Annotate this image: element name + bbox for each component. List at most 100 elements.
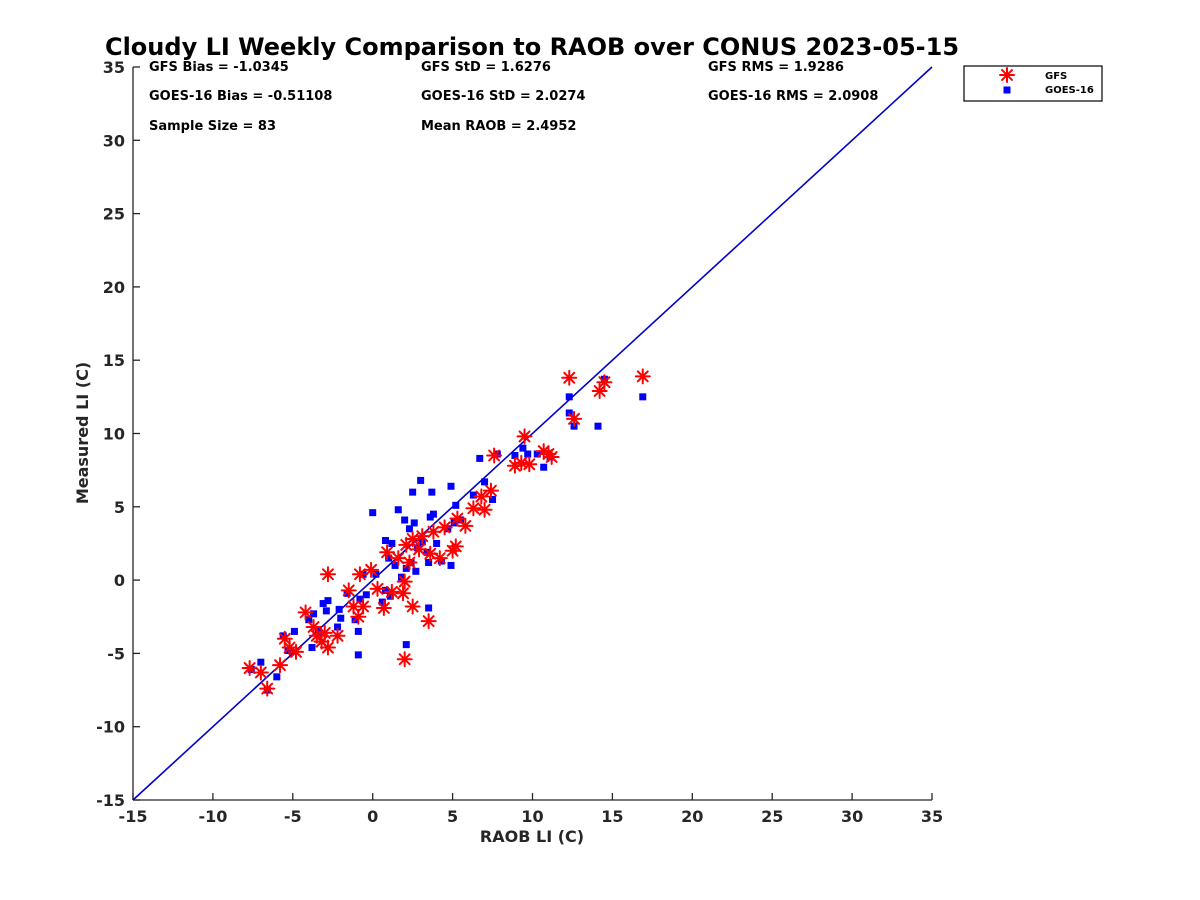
goes16-point xyxy=(337,614,345,622)
goes16-point xyxy=(429,510,437,518)
goes16-point xyxy=(433,539,441,547)
goes16-point xyxy=(639,393,647,401)
series-gfs xyxy=(241,368,651,697)
goes16-point xyxy=(385,554,393,562)
x-tick-label: 35 xyxy=(921,807,943,826)
goes16-point xyxy=(452,501,460,509)
gfs-point xyxy=(340,582,357,599)
gfs-point xyxy=(319,639,336,656)
asterisk-stroke xyxy=(365,563,378,576)
asterisk-stroke xyxy=(347,600,360,613)
stat-goes-bias: GOES-16 Bias = -0.51108 xyxy=(149,89,332,104)
x-axis-label: RAOB LI (C) xyxy=(480,827,584,846)
asterisk-stroke xyxy=(413,543,425,556)
gfs-point xyxy=(634,368,651,385)
gfs-point xyxy=(241,660,258,677)
y-tick-label: -5 xyxy=(107,644,125,663)
goes16-point xyxy=(410,519,418,527)
goes16-point xyxy=(519,444,527,452)
gfs-point xyxy=(436,519,453,536)
legend-gfs-asterisk-marker xyxy=(999,67,1015,83)
gfs-point xyxy=(316,624,333,641)
x-tick-label: -15 xyxy=(119,807,148,826)
goes16-point xyxy=(401,516,409,524)
y-tick-label: 0 xyxy=(114,571,125,590)
chart-title: Cloudy LI Weekly Comparison to RAOB over… xyxy=(105,33,959,61)
goes16-point xyxy=(428,488,436,496)
goes16-point xyxy=(388,539,396,547)
gfs-point xyxy=(297,604,314,621)
x-tick-label: -10 xyxy=(198,807,227,826)
gfs-point xyxy=(259,680,276,697)
goes16-point xyxy=(322,607,330,615)
asterisk-stroke xyxy=(278,632,291,645)
y-axis-label: Measured LI (C) xyxy=(73,362,92,504)
gfs-point xyxy=(431,550,448,567)
gfs-point xyxy=(369,580,386,597)
stat-mean-raob: Mean RAOB = 2.4952 xyxy=(421,119,576,134)
goes16-point xyxy=(394,506,402,514)
y-tick-label: 15 xyxy=(103,351,125,370)
goes16-point xyxy=(305,616,313,624)
goes16-point xyxy=(319,600,327,608)
gfs-point xyxy=(404,598,421,615)
asterisk-stroke xyxy=(318,626,331,639)
stat-sample-size: Sample Size = 83 xyxy=(149,119,276,134)
asterisk-stroke xyxy=(357,600,370,613)
asterisk-stroke xyxy=(449,540,462,553)
goes16-point xyxy=(425,559,433,567)
asterisk-stroke xyxy=(422,615,435,628)
x-tick-label: 30 xyxy=(841,807,863,826)
asterisk-stroke xyxy=(438,521,451,534)
y-tick-label: -15 xyxy=(96,791,125,810)
x-tick-label: 10 xyxy=(521,807,543,826)
legend-goes16-square xyxy=(1003,86,1011,94)
gfs-point xyxy=(521,456,538,473)
goes16-point xyxy=(540,463,548,471)
goes16-point xyxy=(481,478,489,486)
gfs-point xyxy=(396,651,413,668)
gfs-point xyxy=(422,545,439,562)
gfs-point xyxy=(411,541,428,558)
gfs-point xyxy=(363,561,380,578)
goes16-point xyxy=(334,623,342,631)
asterisk-stroke xyxy=(331,629,344,642)
asterisk-stroke xyxy=(1001,69,1013,81)
goes16-point xyxy=(524,450,532,458)
x-tick-label: 5 xyxy=(447,807,458,826)
legend-gfs-asterisk xyxy=(999,67,1015,83)
goes16-point xyxy=(324,597,332,605)
gfs-point xyxy=(404,531,421,548)
legend-box xyxy=(963,65,1103,102)
asterisk-stroke xyxy=(478,503,491,516)
gfs-point xyxy=(465,500,482,517)
gfs-point xyxy=(457,517,474,534)
goes16-point xyxy=(565,393,573,401)
asterisk-stroke xyxy=(563,371,576,384)
x-tick-label: 15 xyxy=(601,807,623,826)
gfs-point xyxy=(396,573,413,590)
goes16-point xyxy=(257,658,265,666)
goes16-point xyxy=(423,548,431,556)
asterisk-stroke xyxy=(467,502,480,515)
goes16-point xyxy=(310,610,318,618)
gfs-point xyxy=(287,643,304,660)
asterisk-stroke xyxy=(598,376,611,389)
goes16-point xyxy=(476,454,484,462)
y-tick-label: 35 xyxy=(103,58,125,77)
gfs-point xyxy=(329,627,346,644)
x-tick-label: -5 xyxy=(284,807,302,826)
y-tick-label: 20 xyxy=(103,278,125,297)
goes16-point xyxy=(594,422,602,430)
gfs-point xyxy=(482,482,499,499)
stat-gfs-std: GFS StD = 1.6276 xyxy=(421,60,551,75)
gfs-point xyxy=(473,488,490,505)
y-tick-label: 30 xyxy=(103,131,125,150)
goes16-point xyxy=(469,491,477,499)
asterisk-stroke xyxy=(545,451,558,463)
asterisk-stroke xyxy=(424,547,437,560)
gfs-point xyxy=(401,554,418,571)
goes16-point xyxy=(409,488,417,496)
asterisk-stroke xyxy=(398,653,411,666)
